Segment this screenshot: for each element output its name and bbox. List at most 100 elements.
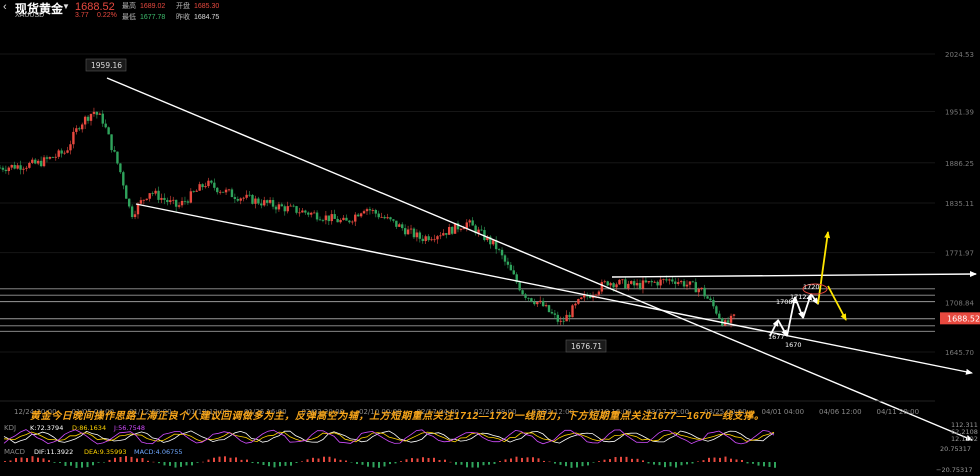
candle [368, 209, 372, 211]
macd-bar [334, 458, 336, 462]
macd-bar [746, 462, 749, 464]
candle [433, 239, 436, 241]
candle [679, 281, 683, 283]
macd-bar [295, 462, 298, 463]
x-tick-label: 12/24 20:00 [14, 408, 57, 416]
candle [72, 131, 75, 145]
candle [380, 216, 383, 218]
candle [403, 228, 407, 235]
candle [509, 264, 513, 271]
candle [562, 320, 565, 322]
candle [712, 300, 715, 307]
last-price: 1688.52 [75, 1, 115, 13]
back-button[interactable]: ‹ [3, 1, 7, 13]
macd-bar [653, 462, 655, 465]
candle [78, 128, 81, 130]
macd-axis-label: 20.75317 [940, 445, 971, 453]
y-tick-label: 1708.84 [945, 299, 974, 307]
candle [365, 209, 369, 212]
candle [392, 219, 395, 221]
candle [166, 199, 169, 203]
candle [462, 228, 466, 230]
kdj-line [3, 429, 775, 445]
candle [568, 314, 571, 318]
macd-bar [763, 462, 765, 467]
macd-bar [559, 462, 562, 465]
macd-bar [680, 462, 683, 466]
candle [668, 279, 671, 281]
candle [700, 287, 703, 289]
header: ‹ 现货黄金 ▼ XAUUSD 1688.52 3.77 0.22% 最高 168… [0, 0, 400, 24]
candle [688, 281, 692, 285]
candle [83, 116, 87, 125]
candle [715, 306, 718, 314]
macd-bar [180, 462, 182, 467]
macd-bar [323, 456, 325, 462]
candle [450, 226, 454, 234]
macd-bar [504, 459, 507, 462]
macd-bar [702, 460, 705, 462]
low-label-box [565, 339, 607, 353]
candle [718, 313, 721, 319]
macd-bar [130, 456, 133, 462]
macd-bar [383, 462, 386, 467]
candle [92, 111, 96, 114]
candle [48, 157, 52, 159]
macd-bar [306, 459, 309, 462]
macd-bar [339, 459, 342, 462]
macd-bar [565, 462, 567, 467]
candle [354, 214, 357, 222]
candle [583, 294, 586, 298]
candle [345, 217, 348, 221]
candle [641, 280, 645, 289]
candle [442, 233, 445, 236]
candle [348, 220, 351, 223]
macd-bar [488, 462, 490, 465]
candle [436, 236, 439, 240]
candle [556, 314, 560, 322]
candle [406, 229, 410, 235]
candle [383, 216, 386, 219]
macd-bar [433, 457, 435, 462]
macd-bar [92, 462, 94, 466]
macd-bar [284, 462, 287, 466]
candle [330, 214, 333, 222]
candle [536, 302, 539, 305]
candle [271, 200, 275, 207]
candle [57, 150, 60, 157]
candle [703, 287, 706, 297]
candle [301, 210, 304, 213]
candle [632, 281, 636, 286]
macd-bar [669, 462, 672, 467]
macd-bar [719, 457, 721, 462]
macd-bar [455, 462, 457, 465]
candle [201, 184, 204, 188]
macd-bar [548, 461, 551, 463]
macd-bar [614, 457, 617, 462]
macd-bar [482, 462, 485, 466]
candle [412, 228, 416, 238]
instrument-name[interactable]: 现货黄金 [15, 2, 64, 16]
candle [726, 320, 730, 323]
stat-high: 最高 1689.02 [122, 3, 166, 10]
macd-bar [279, 462, 281, 467]
candle [685, 284, 689, 287]
candle [533, 301, 536, 305]
candle [318, 219, 322, 221]
macd-bar [114, 457, 116, 462]
candle [539, 300, 542, 303]
macd-bar [345, 460, 347, 462]
macd-bar [416, 458, 419, 462]
candle [31, 159, 34, 163]
chevron-down-icon[interactable]: ▼ [62, 2, 70, 11]
projection-label: 1677 [768, 333, 785, 341]
candle [16, 165, 19, 169]
macd-bar [53, 462, 56, 463]
candle [210, 180, 213, 183]
candle [130, 206, 134, 218]
candle [600, 282, 604, 292]
current-price-badge [940, 312, 980, 325]
candle [101, 113, 104, 124]
x-tick-label: 04/06 12:00 [819, 408, 862, 416]
